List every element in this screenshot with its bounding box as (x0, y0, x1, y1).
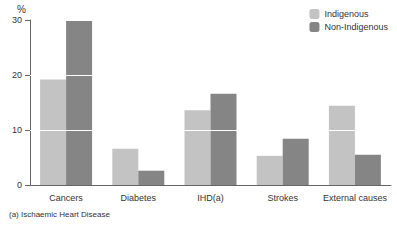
svg-text:Non-Indigenous: Non-Indigenous (324, 22, 388, 32)
svg-text:(a) Ischaemic Heart Disease: (a) Ischaemic Heart Disease (9, 210, 110, 219)
svg-text:Diabetes: Diabetes (121, 193, 157, 203)
svg-text:0: 0 (17, 180, 22, 190)
svg-text:10: 10 (12, 125, 22, 135)
svg-text:External causes: External causes (323, 193, 388, 203)
svg-text:%: % (17, 4, 26, 15)
svg-text:30: 30 (12, 15, 22, 25)
svg-text:20: 20 (12, 70, 22, 80)
svg-text:IHD(a): IHD(a) (197, 193, 224, 203)
svg-text:Indigenous: Indigenous (324, 9, 369, 19)
svg-text:Strokes: Strokes (267, 193, 298, 203)
svg-text:Cancers: Cancers (49, 193, 83, 203)
